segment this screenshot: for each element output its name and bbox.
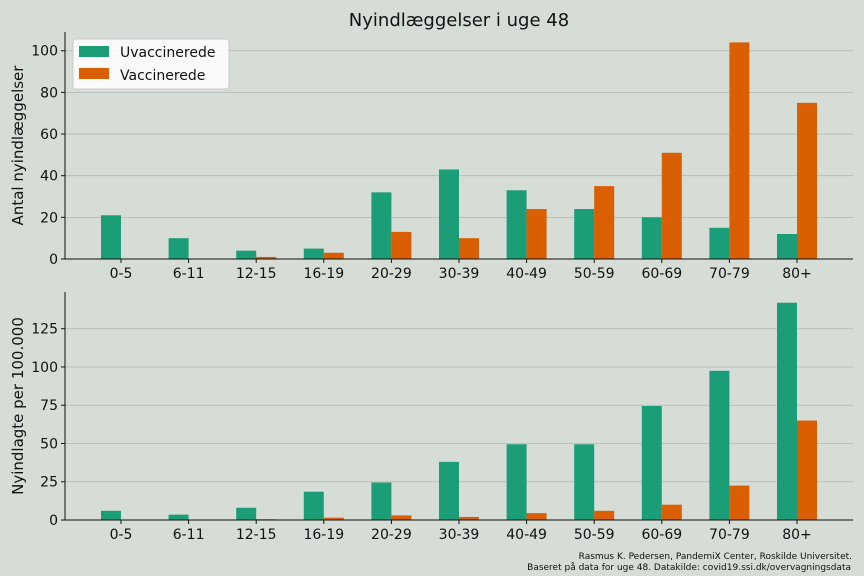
bar-vaccinated-80+ [797,102,817,259]
y-tick-label: 50 [40,436,58,452]
y-tick-label: 25 [40,475,58,491]
bar-vaccinated-16-19 [323,517,344,520]
footer-source: Baseret på data for uge 48. Datakilde: c… [527,562,851,573]
x-tick-label: 40-49 [506,266,547,282]
footer-credit: Rasmus K. Pedersen, PandemiX Center, Ros… [579,552,852,562]
bar-unvaccinated-70-79 [709,227,730,259]
bar-vaccinated-60-69 [661,504,682,520]
chart-title: Nyindlæggelser i uge 48 [349,10,569,31]
bar-unvaccinated-16-19 [303,491,324,520]
bar-unvaccinated-70-79 [709,370,730,520]
bar-vaccinated-12-15 [256,256,277,259]
y-tick-label: 75 [40,398,58,414]
x-tick-label: 12-15 [236,266,277,282]
bar-vaccinated-50-59 [594,510,615,520]
legend-swatch-unvaccinated [79,46,109,57]
bar-vaccinated-16-19 [323,252,344,259]
x-tick-label: 6-11 [173,527,205,543]
bar-vaccinated-40-49 [526,209,547,259]
legend-label-vaccinated: Vaccinerede [120,68,205,84]
x-tick-label: 20-29 [371,266,412,282]
legend: Uvaccinerede Vaccinerede [72,38,230,90]
bar-unvaccinated-40-49 [506,190,527,259]
bar-unvaccinated-60-69 [641,406,662,520]
x-tick-label: 60-69 [641,266,682,282]
x-tick-label: 70-79 [709,527,750,543]
bar-unvaccinated-20-29 [371,192,392,259]
bar-unvaccinated-30-39 [439,169,459,259]
panel-top: 0 20 40 60 80 100 0-5 6-11 12-15 16-19 20-29 30-39 4… [9,32,853,282]
bar-vaccinated-40-49 [526,513,547,520]
legend-box [72,38,230,90]
x-tick-label: 70-79 [709,266,750,282]
y-tick-label: 40 [40,169,58,185]
x-tick-label: 30-39 [439,527,480,543]
panel-bottom: 0 25 50 75 100 125 0-5 6-11 12-15 16-19 20-29 30-39… [9,292,853,543]
bar-vaccinated-30-39 [459,238,479,259]
y-tick-label: 100 [31,44,58,60]
bar-unvaccinated-12-15 [236,507,257,520]
bar-vaccinated-50-59 [594,186,615,259]
y-tick-label: 80 [40,85,58,101]
bar-unvaccinated-20-29 [371,482,392,520]
bar-unvaccinated-50-59 [574,209,595,259]
bar-vaccinated-60-69 [661,152,682,259]
y-axis-label: Antal nyindlæggelser [9,65,27,226]
bar-unvaccinated-16-19 [303,248,324,259]
y-tick-label: 125 [31,322,58,338]
y-tick-label: 100 [31,360,58,376]
x-tick-label: 12-15 [236,527,277,543]
bar-unvaccinated-30-39 [439,461,459,520]
x-tick-label: 16-19 [303,527,344,543]
x-tick-label: 50-59 [574,527,615,543]
x-tick-label: 20-29 [371,527,412,543]
bar-vaccinated-80+ [797,420,817,520]
bar-unvaccinated-6-11 [168,238,189,259]
bar-unvaccinated-0-5 [101,215,121,259]
x-tick-label: 16-19 [303,266,344,282]
bar-vaccinated-30-39 [459,516,479,520]
x-tick-label: 60-69 [641,527,682,543]
bar-unvaccinated-60-69 [641,217,662,259]
bar-vaccinated-70-79 [729,485,750,520]
x-tick-label: 80+ [782,266,812,282]
bar-unvaccinated-12-15 [236,250,257,259]
bar-unvaccinated-0-5 [101,510,121,520]
x-tick-label: 30-39 [439,266,480,282]
x-tick-label: 6-11 [173,266,205,282]
y-tick-label: 0 [49,513,58,529]
y-tick-label: 0 [49,252,58,268]
x-tick-label: 0-5 [110,266,133,282]
bar-vaccinated-70-79 [729,42,750,260]
bar-unvaccinated-80+ [777,302,797,520]
bar-unvaccinated-80+ [777,234,797,259]
x-tick-label: 50-59 [574,266,615,282]
bar-unvaccinated-50-59 [574,444,595,520]
y-tick-label: 20 [40,210,58,226]
bar-unvaccinated-40-49 [506,444,527,520]
x-tick-label: 80+ [782,527,812,543]
x-tick-label: 40-49 [506,527,547,543]
y-tick-label: 60 [40,127,58,143]
bar-vaccinated-20-29 [391,231,412,259]
bar-unvaccinated-6-11 [168,514,189,520]
legend-label-unvaccinated: Uvaccinerede [120,45,215,61]
x-tick-label: 0-5 [110,527,133,543]
legend-swatch-vaccinated [79,68,109,79]
y-axis-label: Nyindlagte per 100.000 [9,317,27,495]
bar-vaccinated-20-29 [391,515,412,520]
